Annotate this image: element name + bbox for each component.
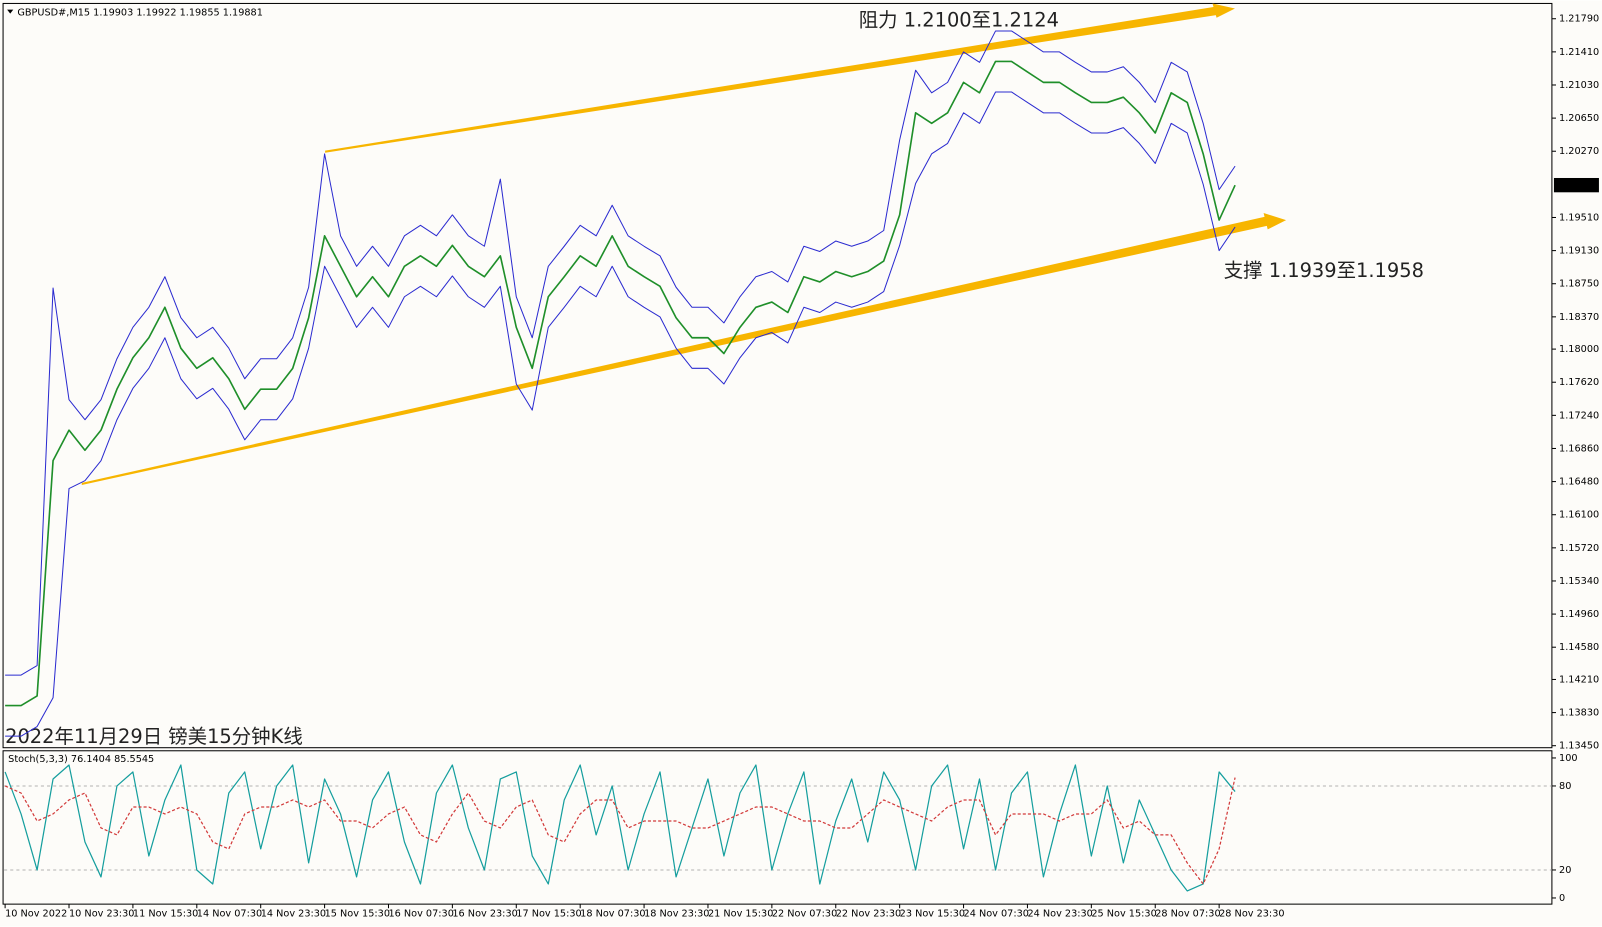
y-tick-label: 1.18750 — [1559, 279, 1599, 290]
series-line — [4, 777, 1236, 885]
y-tick-label: 0 — [1559, 893, 1565, 904]
y-tick-label: 1.19130 — [1559, 246, 1599, 257]
y-tick-label: 1.13450 — [1559, 741, 1599, 752]
last-price-label: 1.19881 — [1558, 180, 1598, 191]
x-tick-label: 22 Nov 23:30 — [836, 908, 901, 919]
series-line — [5, 60, 1236, 707]
symbol-info: GBPUSD#,M15 1.19903 1.19922 1.19855 1.19… — [17, 8, 263, 19]
resistance-arrow — [1212, 3, 1235, 18]
stoch-panel — [2, 750, 1553, 905]
x-tick-label: 10 Nov 2022 — [5, 908, 67, 919]
main-panel — [2, 2, 1553, 749]
resistance-annotation: 阻力 1.2100至1.2124 — [859, 8, 1059, 31]
y-tick-label: 1.14210 — [1559, 674, 1599, 685]
resistance-trendline — [325, 6, 1219, 153]
x-tick-label: 16 Nov 07:30 — [388, 908, 453, 919]
y-tick-label: 20 — [1559, 865, 1571, 876]
x-tick-label: 28 Nov 07:30 — [1155, 908, 1220, 919]
y-tick-label: 1.15720 — [1559, 543, 1599, 554]
x-tick-label: 18 Nov 07:30 — [580, 908, 645, 919]
x-tick-label: 11 Nov 15:30 — [133, 908, 198, 919]
y-tick-label: 1.17620 — [1559, 377, 1599, 388]
y-tick-label: 1.21790 — [1559, 14, 1599, 25]
last-price-box — [1553, 177, 1599, 193]
series-line — [5, 91, 1236, 737]
y-tick-label: 1.13830 — [1559, 708, 1599, 719]
y-tick-label: 1.16100 — [1559, 510, 1599, 521]
y-tick-label: 1.21410 — [1559, 47, 1599, 58]
y-tick-label: 100 — [1559, 753, 1578, 764]
y-tick-label: 1.19510 — [1559, 212, 1599, 223]
x-tick-label: 14 Nov 23:30 — [261, 908, 326, 919]
x-tick-label: 10 Nov 23:30 — [69, 908, 134, 919]
series-line — [4, 764, 1236, 892]
x-tick-label: 15 Nov 15:30 — [325, 908, 390, 919]
y-tick-label: 1.16860 — [1559, 443, 1599, 454]
x-tick-label: 18 Nov 23:30 — [644, 908, 709, 919]
x-tick-label: 21 Nov 15:30 — [708, 908, 773, 919]
x-tick-label: 16 Nov 23:30 — [452, 908, 517, 919]
y-tick-label: 80 — [1559, 781, 1571, 792]
y-tick-label: 1.20270 — [1559, 146, 1599, 157]
series-line — [5, 30, 1236, 676]
x-tick-label: 22 Nov 07:30 — [772, 908, 837, 919]
y-tick-label: 1.18000 — [1559, 344, 1599, 355]
x-tick-label: 25 Nov 15:30 — [1091, 908, 1156, 919]
support-trendline — [81, 216, 1270, 485]
y-tick-label: 1.18370 — [1559, 312, 1599, 323]
y-tick-label: 1.14960 — [1559, 609, 1599, 620]
y-tick-label: 1.21030 — [1559, 80, 1599, 91]
x-tick-label: 23 Nov 15:30 — [900, 908, 965, 919]
x-tick-label: 17 Nov 15:30 — [516, 908, 581, 919]
y-tick-label: 1.15340 — [1559, 576, 1599, 587]
y-tick-label: 1.17240 — [1559, 410, 1599, 421]
x-tick-label: 24 Nov 23:30 — [1027, 908, 1092, 919]
y-tick-label: 1.20650 — [1559, 113, 1599, 124]
y-tick-label: 1.16480 — [1559, 477, 1599, 488]
x-tick-label: 24 Nov 07:30 — [964, 908, 1029, 919]
menu-icon[interactable] — [7, 9, 14, 14]
x-tick-label: 28 Nov 23:30 — [1219, 908, 1284, 919]
support-arrow — [1263, 213, 1287, 230]
x-tick-label: 14 Nov 07:30 — [197, 908, 262, 919]
chart-title: 2022年11月29日 镑美15分钟K线 — [5, 725, 303, 748]
stoch-title: Stoch(5,3,3) 76.1404 85.5545 — [8, 754, 154, 765]
support-annotation: 支撑 1.1939至1.1958 — [1224, 259, 1424, 282]
y-tick-label: 1.14580 — [1559, 642, 1599, 653]
